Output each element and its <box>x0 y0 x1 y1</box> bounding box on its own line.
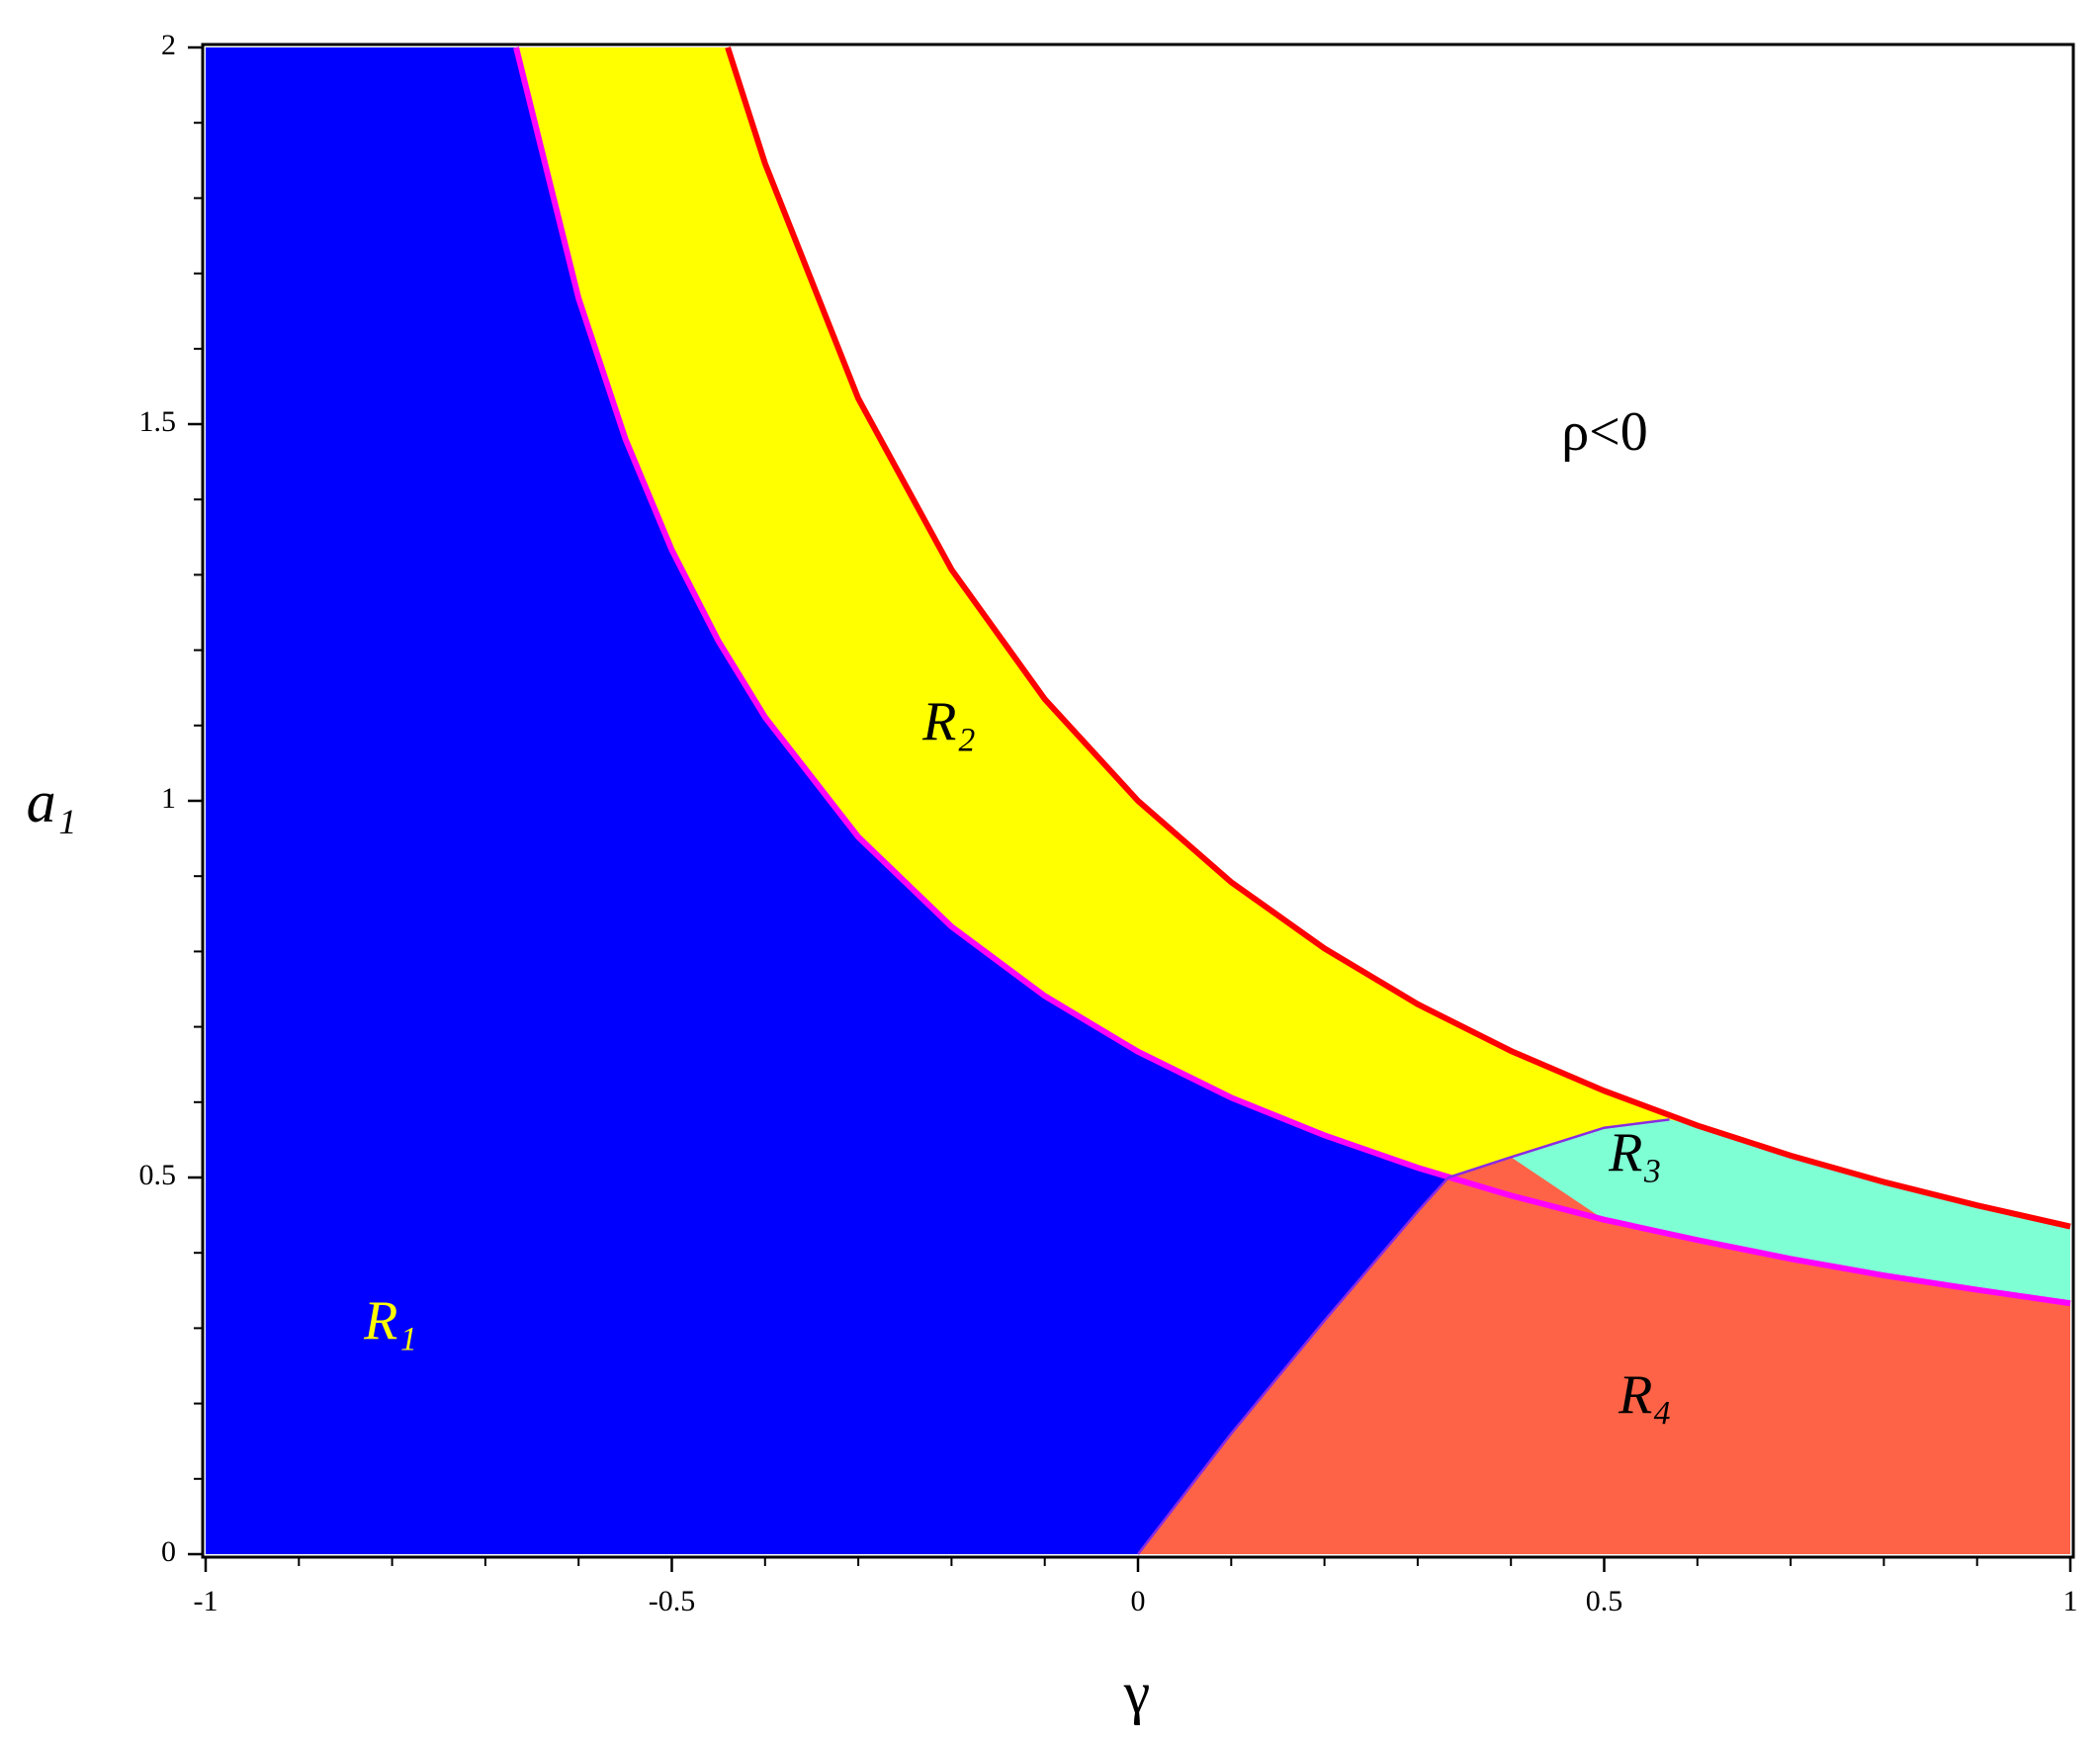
x-tick-label: -1 <box>194 1585 219 1617</box>
curve <box>725 46 2071 1230</box>
y-axis-label: a₁ <box>27 769 77 834</box>
region-label: R₃ <box>1608 1122 1662 1183</box>
region-fill <box>206 47 2070 1554</box>
x-axis-label: γ <box>1123 1660 1151 1725</box>
region-label: R₄ <box>1618 1364 1672 1426</box>
y-tick-label: 0.5 <box>139 1159 177 1191</box>
y-tick-label: 1 <box>161 782 176 815</box>
region-label: R₂ <box>921 691 976 752</box>
curve <box>513 46 2071 1307</box>
axes: -1 -0.5 0 0.5 1 0 0.5 1 1.5 2 <box>139 29 2078 1617</box>
region-fill <box>1138 1157 2070 1554</box>
y-tick-label: 2 <box>161 29 176 61</box>
curves <box>513 46 2071 1555</box>
x-tick-label: 1 <box>2063 1585 2078 1617</box>
y-tick-label: 1.5 <box>139 405 177 438</box>
y-tick-label: 0 <box>161 1535 176 1568</box>
curve <box>1137 1118 1670 1555</box>
x-tick-label: 0.5 <box>1586 1585 1623 1617</box>
region-label: R₁ <box>363 1290 417 1352</box>
annotation: ρ<0 <box>1561 401 1648 463</box>
x-tick-label: -0.5 <box>649 1585 696 1617</box>
x-tick-label: 0 <box>1131 1585 1146 1617</box>
